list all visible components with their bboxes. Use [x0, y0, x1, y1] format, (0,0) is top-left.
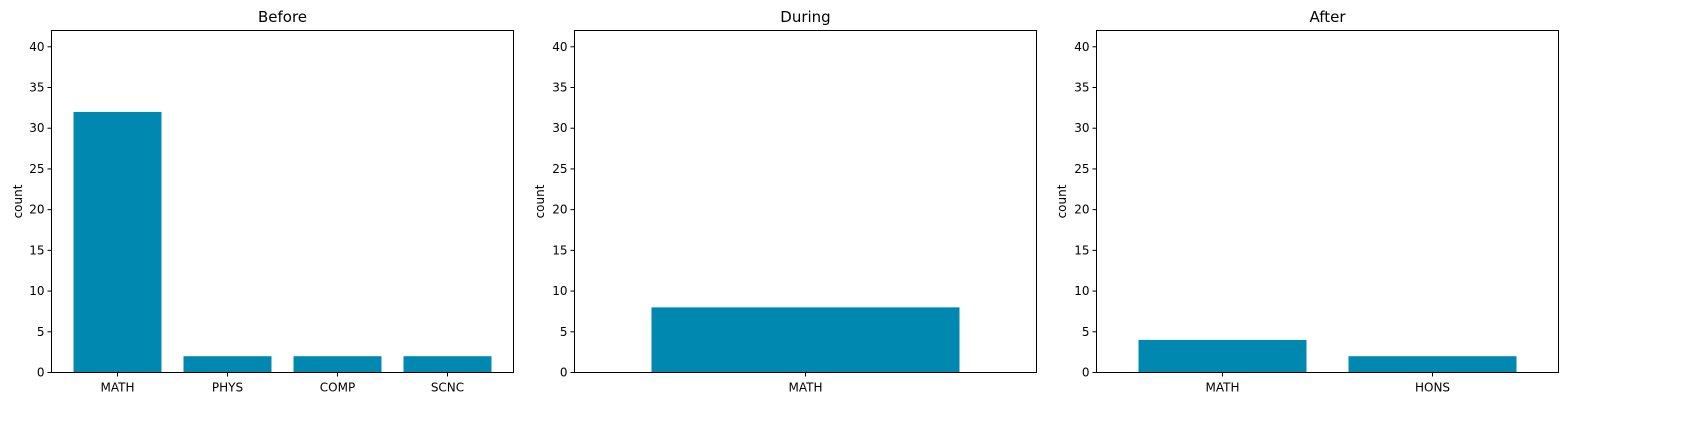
x-tick-label: PHYS	[212, 381, 243, 395]
bar-comp	[293, 356, 382, 373]
panel-title: During	[780, 8, 830, 26]
y-tick-label: 35	[1074, 81, 1089, 95]
panel-after: After count 0 5 10 15 20 25 30 35 40 MATH HONS	[1055, 8, 1559, 395]
bar-group	[1138, 339, 1517, 373]
y-tick-label: 5	[37, 325, 45, 339]
y-tick-group: 0 5 10 15 20 25 30 35 40	[29, 40, 52, 380]
y-tick-label: 10	[29, 284, 44, 298]
y-tick-label: 30	[29, 121, 44, 135]
x-tick-group: MATH	[789, 372, 823, 395]
y-tick-label: 0	[1082, 366, 1090, 380]
x-tick-label: HONS	[1415, 381, 1450, 395]
y-tick-label: 30	[552, 121, 567, 135]
y-axis-label: count	[533, 184, 547, 218]
y-tick-label: 0	[37, 366, 45, 380]
x-tick-label: MATH	[789, 381, 823, 395]
plot-frame	[51, 30, 514, 373]
bar-phys	[183, 356, 272, 373]
y-axis-label: count	[11, 184, 25, 218]
y-tick-group: 0 5 10 15 20 25 30 35 40	[1074, 40, 1097, 380]
y-tick-label: 35	[29, 81, 44, 95]
y-tick-label: 30	[1074, 121, 1089, 135]
bar-math	[651, 307, 960, 373]
y-tick-label: 40	[29, 40, 44, 54]
y-tick-label: 40	[552, 40, 567, 54]
x-tick-group: MATH PHYS COMP SCNC	[101, 372, 464, 395]
x-tick-label: MATH	[101, 381, 135, 395]
y-tick-label: 5	[1082, 325, 1090, 339]
y-tick-label: 0	[560, 366, 568, 380]
panel-title: After	[1309, 8, 1346, 26]
panel-before: Before count 0 5 10 15 20 25 30 35 40 MATH PHYS CO…	[11, 8, 514, 395]
y-tick-label: 5	[560, 325, 568, 339]
bar-math	[1138, 339, 1307, 373]
y-tick-group: 0 5 10 15 20 25 30 35 40	[552, 40, 575, 380]
y-tick-label: 20	[29, 203, 44, 217]
bar-group	[73, 111, 492, 373]
plot-frame	[1096, 30, 1559, 373]
y-tick-label: 25	[552, 162, 567, 176]
plot-frame	[574, 30, 1037, 373]
x-tick-label: COMP	[320, 381, 355, 395]
x-tick-group: MATH HONS	[1206, 372, 1450, 395]
y-axis-label: count	[1055, 184, 1069, 218]
x-tick-label: SCNC	[431, 381, 464, 395]
y-tick-label: 20	[1074, 203, 1089, 217]
y-tick-label: 10	[1074, 284, 1089, 298]
bar-math	[73, 111, 162, 373]
y-tick-label: 25	[1074, 162, 1089, 176]
y-tick-label: 35	[552, 81, 567, 95]
y-tick-label: 15	[1074, 243, 1089, 257]
panel-title: Before	[258, 8, 307, 26]
x-tick-label: MATH	[1206, 381, 1240, 395]
panel-during: During count 0 5 10 15 20 25 30 35 40 MATH	[533, 8, 1037, 395]
y-tick-label: 15	[29, 243, 44, 257]
y-tick-label: 25	[29, 162, 44, 176]
y-tick-label: 15	[552, 243, 567, 257]
y-tick-label: 10	[552, 284, 567, 298]
y-tick-label: 20	[552, 203, 567, 217]
y-tick-label: 40	[1074, 40, 1089, 54]
bar-scnc	[403, 356, 492, 373]
bar-group	[651, 307, 960, 373]
bar-hons	[1348, 356, 1517, 373]
